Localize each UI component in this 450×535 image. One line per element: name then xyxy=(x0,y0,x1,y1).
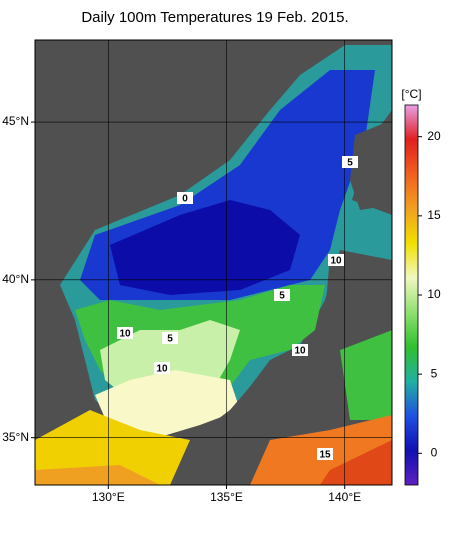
contour-label-box xyxy=(177,192,193,204)
lat-label: 40°N xyxy=(2,272,29,286)
lon-label: 135°E xyxy=(210,490,243,504)
strait-south xyxy=(35,465,160,485)
contour-label: 15 xyxy=(319,450,331,461)
contour-label-box xyxy=(154,362,170,374)
colorbar-tick-label: 5 xyxy=(431,366,438,380)
contour-label-box xyxy=(117,327,133,339)
contour-label-box xyxy=(342,156,358,168)
hokkaido xyxy=(350,120,392,210)
lon-label: 140°E xyxy=(328,490,361,504)
contour-label: 5 xyxy=(279,291,285,302)
contour-label: 10 xyxy=(294,346,306,357)
contour-label: 10 xyxy=(119,329,131,340)
contour-label-box xyxy=(317,448,333,460)
map-area xyxy=(35,40,392,485)
contour-label: 10 xyxy=(156,364,168,375)
japan-land xyxy=(190,255,392,445)
lat-label: 45°N xyxy=(2,114,29,128)
colorbar-tick-label: 20 xyxy=(427,129,441,143)
colorbar-tick-label: 0 xyxy=(431,446,438,460)
sea-core xyxy=(110,200,300,295)
title: Daily 100m Temperatures 19 Feb. 2015. xyxy=(81,9,348,26)
sea-pale xyxy=(95,370,240,440)
contour-labels: 5 10 5 10 5 10 10 15 0 xyxy=(117,156,358,461)
contour-label-box xyxy=(328,254,344,266)
contour-label-box xyxy=(292,344,308,356)
contour-label: 5 xyxy=(347,158,353,169)
colorbar-tick-label: 15 xyxy=(427,208,441,222)
strait-yellow xyxy=(35,410,190,485)
colorbar-tick-label: 10 xyxy=(427,287,441,301)
colorbar-scale xyxy=(404,104,419,486)
lat-label: 35°N xyxy=(2,430,29,444)
lon-label: 130°E xyxy=(92,490,125,504)
colorbar: [°C] 0 5 10 15 20 xyxy=(401,87,441,486)
contour-label-box xyxy=(274,289,290,301)
contour-label: 5 xyxy=(167,334,173,345)
sea-east xyxy=(340,330,392,420)
pacific-warm xyxy=(320,440,392,485)
map-frame xyxy=(34,39,393,486)
contour-label-box xyxy=(162,332,178,344)
graticule: 130°E 135°E 140°E 35°N 40°N 45°N xyxy=(2,40,392,504)
contour-label: 10 xyxy=(330,256,342,267)
colorbar-unit: [°C] xyxy=(401,87,421,101)
contour-label: 0 xyxy=(182,194,188,205)
